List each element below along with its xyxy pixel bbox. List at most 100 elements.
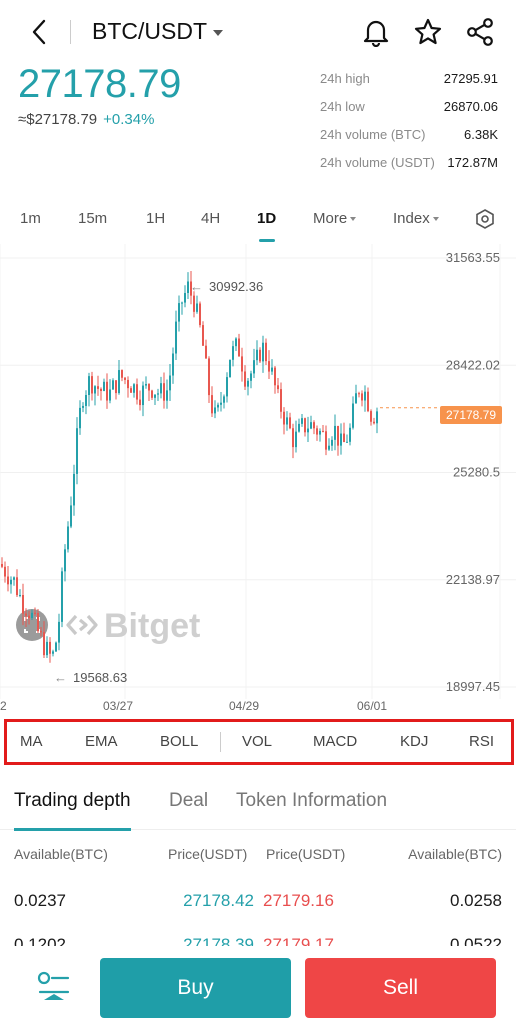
candle-body	[244, 371, 246, 387]
candle-body	[70, 505, 72, 527]
candle-body	[100, 388, 102, 391]
buy-button[interactable]: Buy	[100, 958, 291, 1018]
candle-body	[226, 377, 228, 397]
y-tick-label: 22138.97	[446, 572, 500, 587]
candle-body	[151, 390, 153, 398]
high-annotation: ← 30992.36	[190, 279, 263, 294]
candle-body	[337, 425, 339, 446]
candle-body	[352, 403, 354, 428]
price-alert-button[interactable]	[360, 16, 392, 48]
chart-settings-button[interactable]	[474, 208, 496, 232]
timeframe-1d[interactable]: 1D	[257, 210, 276, 242]
candle-body	[232, 346, 234, 360]
candlestick-chart[interactable]: Bitget 31563.55 28422.02 25280.5 22138.97 18…	[0, 244, 516, 716]
indicator-divider	[220, 732, 221, 752]
candle-body	[304, 418, 306, 433]
sell-button[interactable]: Sell	[305, 958, 496, 1018]
candle-body	[133, 384, 135, 393]
timeframe-15m[interactable]: 15m	[78, 210, 108, 227]
candle-body	[25, 613, 27, 616]
candle-body	[205, 345, 207, 359]
tab-trading-depth[interactable]: Trading depth	[14, 790, 131, 831]
candle-body	[13, 577, 15, 580]
indicator-bar: MA EMA BOLL VOL MACD KDJ RSI	[4, 719, 514, 765]
candle-body	[199, 303, 201, 326]
index-button[interactable]: Index	[393, 210, 439, 234]
candle-body	[268, 361, 270, 372]
candle-body	[295, 431, 297, 448]
candle-body	[214, 407, 216, 414]
candle-body	[115, 380, 117, 394]
order-settings-button[interactable]	[34, 970, 74, 1010]
tab-token-information[interactable]: Token Information	[236, 790, 388, 811]
candle-body	[364, 391, 366, 401]
candle-body	[94, 386, 96, 394]
candle-body	[172, 353, 174, 376]
candle-body	[289, 417, 291, 429]
candle-body	[148, 384, 150, 391]
back-button[interactable]	[24, 14, 54, 50]
candle-body	[106, 381, 108, 401]
favorite-button[interactable]	[412, 16, 444, 48]
ask-amount: 0.0258	[450, 891, 502, 910]
timeframe-1m[interactable]: 1m	[20, 210, 41, 227]
candle-body	[16, 577, 18, 596]
candle-body	[259, 349, 261, 362]
candle-body	[334, 425, 336, 440]
indicator-kdj[interactable]: KDJ	[400, 733, 429, 750]
candle-body	[262, 342, 264, 362]
timeframe-1h[interactable]: 1H	[146, 210, 166, 227]
candle-body	[340, 433, 342, 446]
bid-amount: 0.0237	[14, 891, 66, 910]
candle-body	[301, 418, 303, 424]
share-button[interactable]	[464, 16, 496, 48]
depth-header-ask-amount: Available(BTC)	[408, 846, 502, 862]
chevron-left-icon	[32, 19, 46, 45]
indicator-ema[interactable]: EMA	[85, 733, 118, 750]
candle-body	[256, 349, 258, 361]
watermark: Bitget	[16, 607, 200, 645]
candle-body	[187, 281, 189, 293]
stat-label: 24h volume (USDT)	[320, 154, 435, 170]
indicator-boll[interactable]: BOLL	[160, 733, 199, 750]
pair-selector[interactable]: BTC/USDT	[92, 18, 223, 45]
candle-body	[76, 428, 78, 474]
action-bar: Buy Sell	[0, 946, 516, 1024]
more-timeframes-button[interactable]: More	[313, 210, 357, 234]
svg-text:←: ←	[54, 670, 67, 685]
star-icon	[414, 18, 442, 45]
x-tick-label: 06/01	[357, 699, 387, 713]
candle-body	[196, 303, 198, 312]
y-tick-label: 25280.5	[453, 465, 500, 480]
candle-body	[184, 292, 186, 303]
candle-body	[31, 612, 33, 618]
candle-body	[361, 393, 363, 401]
ask-price[interactable]: 27179.16	[263, 891, 334, 910]
candle-body	[175, 321, 177, 354]
x-tick-label: 2	[0, 699, 7, 713]
stat-label: 24h volume (BTC)	[320, 126, 426, 142]
last-price: 27178.79	[18, 62, 181, 106]
indicator-macd[interactable]: MACD	[313, 733, 358, 750]
timeframe-4h[interactable]: 4H	[201, 210, 221, 227]
stat-row-low: 24h low 26870.06	[320, 92, 498, 120]
indicator-vol[interactable]: VOL	[242, 733, 273, 750]
candle-body	[217, 404, 219, 408]
timeframe-bar: 1m 15m 1H 4H 1D More Index	[0, 202, 516, 242]
tab-deal[interactable]: Deal	[169, 790, 209, 811]
candle-body	[157, 393, 159, 395]
candle-body	[73, 473, 75, 506]
stat-value: 27295.91	[443, 70, 498, 86]
candle-body	[22, 594, 24, 614]
index-label: Index	[393, 210, 430, 227]
candle-body	[310, 422, 312, 429]
stat-value: 26870.06	[443, 98, 498, 114]
candle-body	[247, 380, 249, 387]
candle-body	[322, 430, 324, 432]
candle-body	[10, 579, 12, 585]
bid-price[interactable]: 27178.42	[183, 891, 254, 910]
indicator-ma[interactable]: MA	[20, 733, 43, 750]
candle-body	[28, 615, 30, 618]
candle-body	[331, 439, 333, 446]
indicator-rsi[interactable]: RSI	[469, 733, 495, 750]
